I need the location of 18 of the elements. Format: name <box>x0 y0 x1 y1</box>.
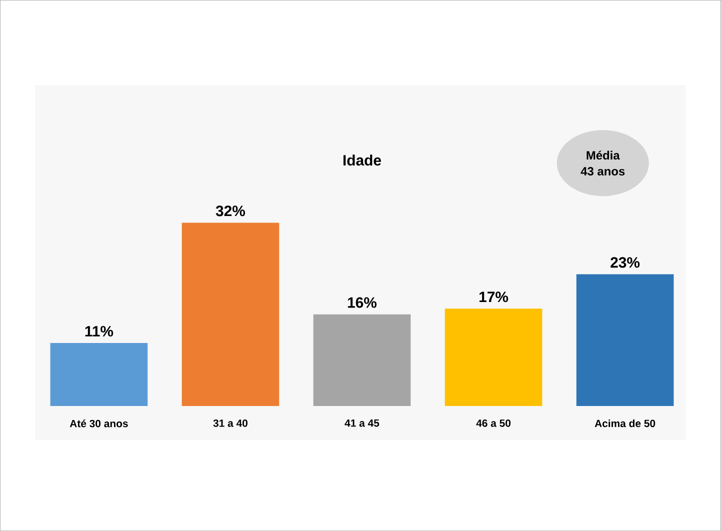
bar <box>182 222 280 406</box>
data-label: 11% <box>85 326 114 336</box>
x-tick-label: Acima de 50 <box>594 419 656 428</box>
bar <box>444 308 542 406</box>
bar <box>576 274 674 406</box>
bar <box>50 342 148 406</box>
bar <box>313 314 411 406</box>
chart-title: Idade <box>344 154 381 166</box>
x-tick-label: 46 a 50 <box>476 419 511 427</box>
data-label: 16% <box>348 297 377 308</box>
x-tick-label: 41 a 45 <box>344 419 380 427</box>
x-tick-label: Até 30 anos <box>70 419 128 428</box>
text: Média <box>586 150 620 160</box>
x-tick-label: 31 a 40 <box>213 419 248 427</box>
data-label: 23% <box>610 257 640 268</box>
text: 43 anos <box>580 166 625 176</box>
data-label: 17% <box>480 292 508 302</box>
data-label: 32% <box>216 206 246 216</box>
